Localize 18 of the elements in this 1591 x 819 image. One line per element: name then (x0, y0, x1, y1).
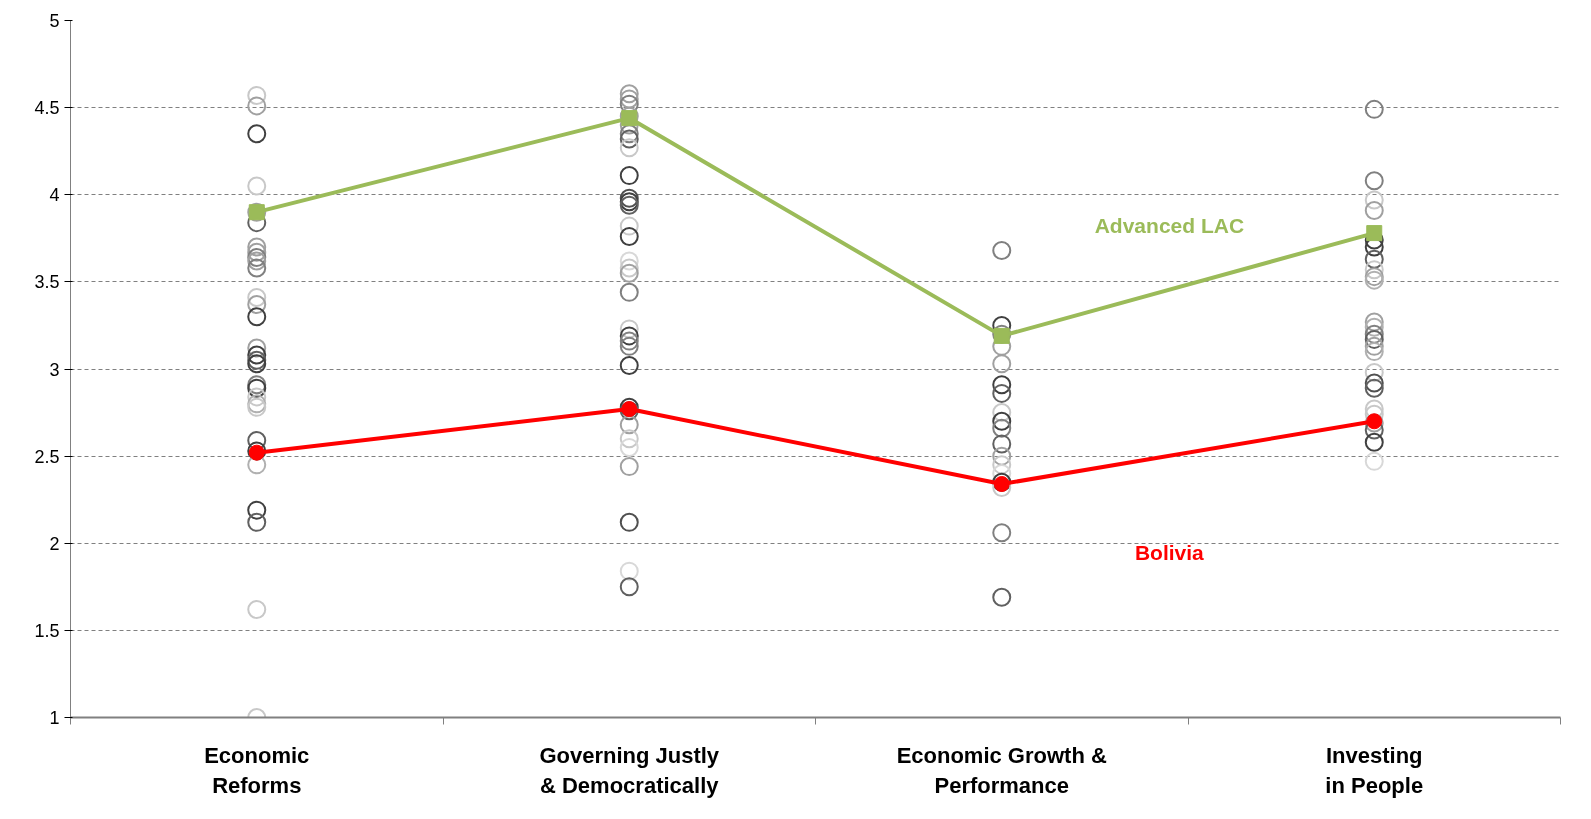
x-tick-label: Governing Justly & Democratically (539, 742, 720, 798)
text: Bolivia (1134, 540, 1205, 564)
y-tick-label: 2.5 (34, 446, 60, 467)
y-tick-label: 4.5 (34, 98, 60, 119)
x-tick-label: Investing in People (1325, 742, 1424, 798)
series-label: Advanced LAC (1094, 214, 1245, 238)
y-tick-label: 1 (49, 708, 60, 728)
point (993, 476, 1010, 492)
y-tick-label: 3 (49, 359, 60, 380)
y-tick-label: 4 (49, 185, 60, 206)
y-tick-label: 5 (49, 11, 60, 31)
point (1366, 225, 1383, 242)
y-tick-label: 2 (49, 533, 60, 554)
y-tick-label: 3.5 (34, 272, 60, 293)
x-tick-label: Economic Growth & Performance (896, 742, 1107, 798)
y-tick-label: 1.5 (34, 620, 60, 641)
point (621, 110, 638, 127)
x-tick-label: Economic Reforms (204, 742, 310, 798)
